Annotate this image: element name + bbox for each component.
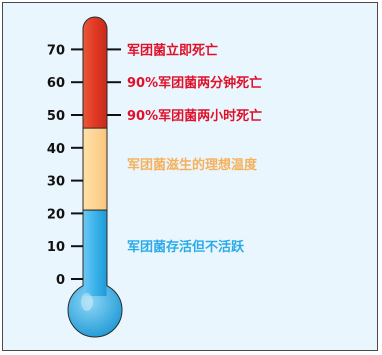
annotation-label-0: 军团菌立即死亡	[127, 42, 218, 58]
annotation-label-3: 军团菌滋生的理想温度	[127, 157, 258, 173]
annotation-label-2: 90%军团菌两小时死亡	[127, 108, 262, 124]
thermometer-bulb	[67, 276, 123, 338]
bulb-highlight	[81, 293, 93, 311]
scale-ticks: 70 60 50 40 30 20 10 0	[47, 43, 83, 288]
tick-label-60: 60	[47, 76, 65, 91]
tick-label-20: 20	[47, 207, 65, 222]
annotation-label-4: 军团菌存活但不活跃	[127, 239, 245, 255]
thermometer-diagram: 70 60 50 40 30 20 10 0 军团菌立即死亡 90%军团菌两分钟死亡 90%军团菌…	[47, 16, 262, 338]
tick-label-30: 30	[47, 175, 65, 190]
tick-label-40: 40	[47, 142, 65, 157]
tick-label-10: 10	[47, 240, 65, 255]
tick-label-50: 50	[47, 109, 65, 124]
tick-label-70: 70	[47, 43, 65, 58]
bulb-neck	[83, 276, 107, 296]
annotations: 军团菌立即死亡 90%军团菌两分钟死亡 90%军团菌两小时死亡军团菌滋生的理想温度军…	[107, 42, 262, 255]
growth-zone	[82, 127, 108, 211]
tick-label-0: 0	[56, 273, 65, 288]
annotation-label-1: 90%军团菌两分钟死亡	[127, 75, 262, 91]
diagram-frame: 70 60 50 40 30 20 10 0 军团菌立即死亡 90%军团菌两分钟死亡 90%军团菌…	[2, 2, 378, 351]
death-zone-body	[83, 31, 107, 129]
zones-layer	[82, 16, 108, 301]
